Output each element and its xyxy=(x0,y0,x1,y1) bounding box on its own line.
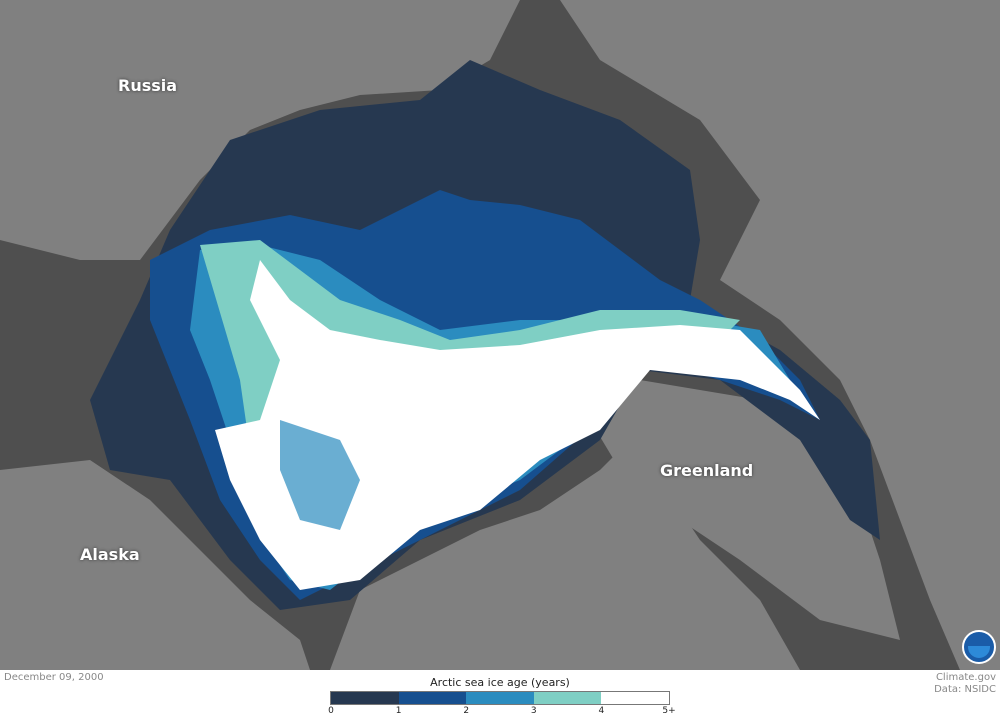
label-russia: Russia xyxy=(118,76,178,95)
credit-source: Climate.gov xyxy=(935,672,996,683)
legend-tick: 0 xyxy=(328,706,334,716)
map-date: December 09, 2000 xyxy=(4,672,104,683)
land-canada xyxy=(330,430,800,670)
label-greenland: Greenland xyxy=(660,461,754,480)
sea-ice-map xyxy=(0,0,1000,670)
ice-age-2-3-streak xyxy=(280,420,360,530)
legend-swatch-2 xyxy=(466,692,534,704)
legend-tick: 5+ xyxy=(662,706,676,716)
legend-colorbar xyxy=(330,691,670,705)
legend-tick: 2 xyxy=(463,706,470,716)
legend-title: Arctic sea ice age (years) xyxy=(430,676,570,689)
noaa-logo xyxy=(962,630,996,664)
credit-data: Data: NSIDC xyxy=(934,684,996,695)
legend-swatch-4 xyxy=(601,692,669,704)
land-russia xyxy=(0,0,520,260)
legend-swatch-3 xyxy=(533,692,602,704)
legend-swatch-0 xyxy=(331,692,399,704)
ice-age-5-plus xyxy=(215,260,820,590)
legend-tick: 4 xyxy=(598,706,605,716)
legend-tick: 1 xyxy=(395,706,402,716)
legend-swatch-1 xyxy=(398,692,467,704)
land-alaska xyxy=(0,460,310,670)
legend-tick: 3 xyxy=(530,706,537,716)
land-greenland xyxy=(560,0,1000,670)
credit: Climate.gov Data: NSIDC xyxy=(934,672,996,696)
label-alaska: Alaska xyxy=(80,545,140,564)
